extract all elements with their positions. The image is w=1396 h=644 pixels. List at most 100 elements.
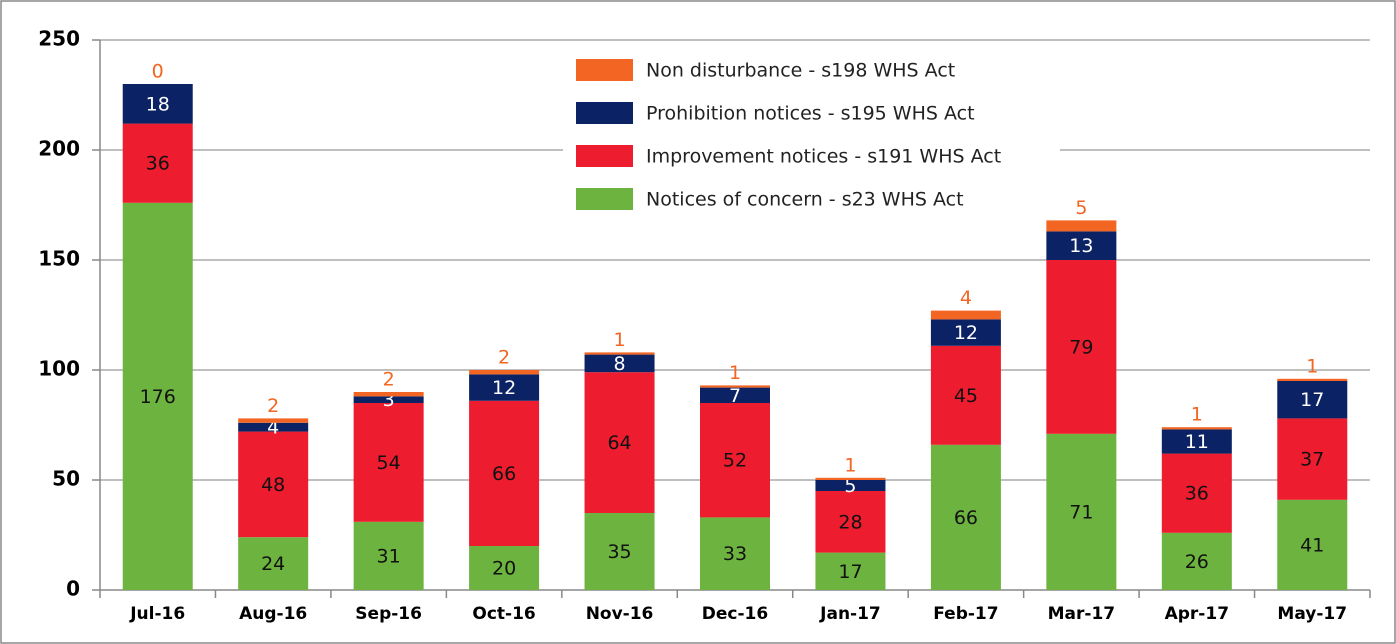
bar-segment	[238, 422, 309, 432]
legend-swatch	[576, 59, 633, 81]
x-tick-label: Mar-17	[1048, 604, 1116, 624]
bar-segment	[815, 480, 886, 491]
bar-segment	[1046, 433, 1117, 590]
bar-segment	[469, 374, 540, 401]
bar-segment	[1277, 378, 1348, 381]
bar-segment	[353, 521, 424, 590]
bar-segment	[238, 537, 309, 590]
bar-segment	[353, 396, 424, 403]
bar-segment	[1277, 418, 1348, 500]
bar-segment	[1161, 453, 1232, 533]
data-label: 52	[723, 450, 747, 472]
bar-segment	[930, 310, 1001, 320]
x-tick-label: Jan-17	[819, 604, 881, 624]
y-tick-label: 0	[66, 577, 80, 601]
bar-segment	[469, 370, 540, 375]
data-label: 37	[1300, 449, 1324, 471]
bar-segment	[1277, 381, 1348, 419]
bar-segment	[1161, 532, 1232, 590]
legend-box	[563, 50, 1060, 218]
bar-segment	[930, 345, 1001, 445]
bar-segment	[815, 491, 886, 553]
data-label: 1	[1191, 404, 1203, 426]
data-label: 36	[146, 153, 170, 175]
data-label: 1	[844, 454, 856, 476]
data-label: 12	[954, 322, 978, 344]
y-tick-label: 250	[38, 27, 80, 51]
legend-swatch	[576, 188, 633, 210]
bar-segment	[1046, 260, 1117, 434]
bar-segment	[1277, 499, 1348, 590]
data-label: 1	[729, 362, 741, 384]
legend-label: Improvement notices - s191 WHS Act	[646, 146, 1001, 168]
data-label: 64	[607, 432, 631, 454]
data-label: 33	[723, 543, 747, 565]
bar-segment	[122, 123, 193, 203]
x-tick-label: Dec-16	[702, 604, 768, 624]
y-tick-label: 150	[38, 247, 80, 271]
data-label: 0	[152, 61, 164, 83]
bar-segment	[122, 84, 193, 124]
bar-segment	[815, 477, 886, 480]
y-tick-label: 50	[52, 467, 80, 491]
bar-segment	[584, 354, 655, 373]
bar-segment	[584, 352, 655, 355]
data-label: 66	[492, 463, 516, 485]
data-label: 26	[1185, 551, 1209, 573]
legend-swatch	[576, 145, 633, 167]
bar-segment	[700, 403, 770, 518]
x-tick-label: Nov-16	[586, 604, 654, 624]
bar-segment	[584, 513, 655, 590]
data-label: 176	[140, 386, 176, 408]
x-tick-label: Feb-17	[933, 604, 998, 624]
data-label: 18	[146, 93, 170, 115]
data-label: 41	[1300, 534, 1324, 556]
data-label: 36	[1185, 483, 1209, 505]
data-label: 48	[261, 474, 285, 496]
bar-segment	[584, 372, 655, 513]
data-label: 11	[1185, 431, 1209, 453]
data-label: 1	[1306, 355, 1318, 377]
data-label: 79	[1069, 336, 1093, 358]
x-tick-label: Jul-16	[129, 604, 185, 624]
bar-segment	[1046, 220, 1117, 232]
legend-swatch	[576, 102, 633, 124]
legend-label: Non disturbance - s198 WHS Act	[646, 60, 955, 82]
data-label: 24	[261, 553, 285, 575]
data-label: 2	[267, 395, 279, 417]
data-label: 5	[844, 475, 856, 497]
data-label: 20	[492, 558, 516, 580]
bar-segment	[700, 385, 770, 388]
bar-segment	[238, 418, 309, 423]
bar-segment	[700, 517, 770, 590]
data-label: 66	[954, 507, 978, 529]
data-label: 71	[1069, 501, 1093, 523]
data-label: 17	[1300, 389, 1324, 411]
bar-segment	[700, 387, 770, 403]
data-label: 1	[613, 329, 625, 351]
data-label: 8	[613, 353, 625, 375]
legend-label: Notices of concern - s23 WHS Act	[646, 189, 964, 211]
data-label: 2	[383, 369, 395, 391]
data-label: 17	[838, 561, 862, 583]
bar-segment	[1161, 427, 1232, 430]
y-tick-label: 100	[38, 357, 80, 381]
y-tick-label: 200	[38, 137, 80, 161]
x-tick-label: May-17	[1277, 604, 1347, 624]
data-label: 35	[607, 541, 631, 563]
bar-segment	[353, 392, 424, 397]
x-tick-label: Apr-17	[1165, 604, 1229, 624]
data-label: 54	[377, 452, 401, 474]
data-label: 31	[377, 545, 401, 567]
bar-segment	[815, 552, 886, 590]
legend-label: Prohibition notices - s195 WHS Act	[646, 103, 975, 125]
bar-segment	[353, 403, 424, 522]
x-tick-label: Aug-16	[239, 604, 307, 624]
data-label: 45	[954, 385, 978, 407]
bar-segment	[930, 444, 1001, 590]
bar-segment	[930, 319, 1001, 346]
x-tick-label: Sep-16	[355, 604, 422, 624]
data-label: 12	[492, 377, 516, 399]
